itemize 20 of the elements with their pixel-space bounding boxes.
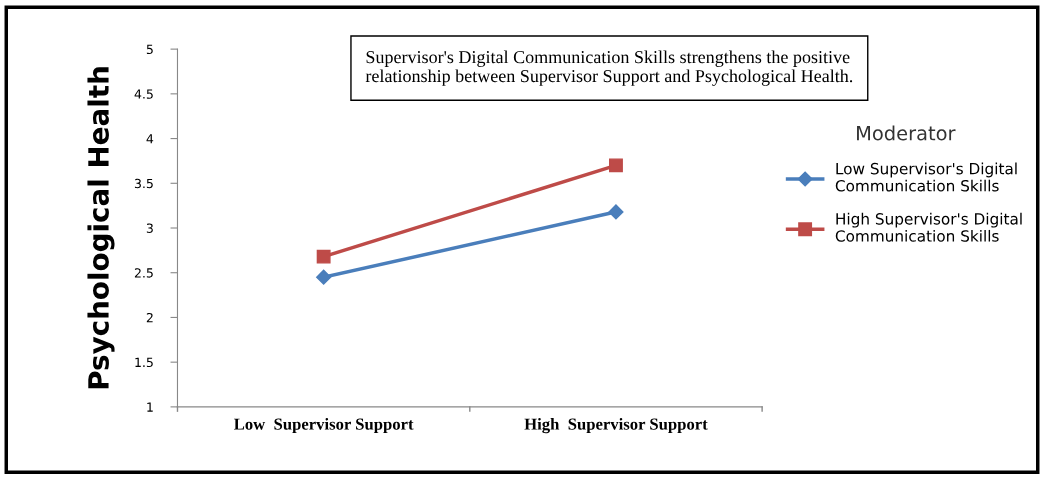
y-tick-label: 4 bbox=[146, 134, 154, 144]
y-axis-title: Psychological Health bbox=[87, 67, 115, 389]
annotation: Supervisor's Digital Communication Skills strengthens the positive relationship between Supervisor Support and Psychological Health. bbox=[365, 50, 853, 86]
legend-label: Low Supervisor's Digital Communication Skills bbox=[835, 162, 1017, 192]
point bbox=[316, 249, 331, 264]
y-tick-label: 1 bbox=[147, 402, 153, 412]
point bbox=[609, 158, 623, 173]
x-tick-label: Low Supervisor Support bbox=[234, 417, 414, 434]
x-tick-label: High Supervisor Support bbox=[524, 417, 708, 434]
y-tick-label: 3.5 bbox=[134, 178, 153, 189]
y-tick-label: 1.5 bbox=[135, 357, 153, 368]
legend-label: High Supervisor's Digital Communication Skills bbox=[835, 212, 1022, 242]
y-tick-label: 3 bbox=[146, 223, 153, 233]
y-tick-label: 4.5 bbox=[134, 89, 153, 99]
legend-title: Moderator bbox=[857, 125, 956, 141]
y-tick-label: 2.5 bbox=[134, 268, 153, 278]
point bbox=[608, 204, 624, 220]
y-tick-label: 2 bbox=[146, 312, 153, 323]
y-tick-label: 5 bbox=[146, 44, 153, 55]
point bbox=[316, 269, 332, 285]
